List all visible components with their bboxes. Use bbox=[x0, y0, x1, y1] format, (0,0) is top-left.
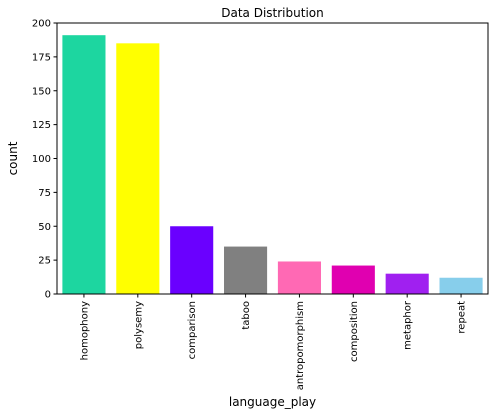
x-tick-label: metaphor bbox=[403, 300, 414, 350]
y-tick-label: 150 bbox=[32, 86, 51, 97]
x-tick-label: composition bbox=[349, 301, 360, 362]
chart-title: Data Distribution bbox=[221, 6, 323, 20]
y-axis-label: count bbox=[6, 141, 20, 175]
x-axis-ticks: homophony polysemy comparison taboo antropom… bbox=[79, 294, 468, 390]
x-tick-label: polysemy bbox=[133, 301, 144, 349]
x-tick-label: antropomorphism bbox=[295, 301, 306, 390]
y-tick-label: 100 bbox=[32, 154, 51, 165]
y-tick-label: 200 bbox=[32, 19, 51, 30]
y-tick-label: 125 bbox=[32, 120, 51, 131]
y-tick-label: 50 bbox=[38, 222, 51, 233]
y-tick-label: 75 bbox=[38, 188, 51, 199]
x-tick-label: comparison bbox=[187, 301, 198, 359]
bar-antropomorphism bbox=[277, 261, 321, 294]
bars-group bbox=[62, 35, 483, 294]
y-axis-ticks: 0 25 50 75 100 125 150 175 200 bbox=[32, 19, 57, 301]
x-axis-label: language_play bbox=[229, 395, 316, 409]
bar-taboo bbox=[224, 246, 268, 294]
bar-repeat bbox=[439, 277, 483, 294]
bar-polysemy bbox=[116, 43, 160, 294]
x-tick-label: repeat bbox=[457, 301, 468, 334]
bar-homophony bbox=[62, 35, 106, 294]
x-tick-label: homophony bbox=[79, 301, 90, 360]
plot-frame bbox=[56, 22, 489, 295]
y-tick-label: 0 bbox=[45, 290, 51, 301]
bar-composition bbox=[331, 265, 375, 294]
y-tick-label: 175 bbox=[32, 52, 51, 63]
bar-metaphor bbox=[385, 273, 429, 294]
y-tick-label: 25 bbox=[38, 256, 51, 267]
x-tick-label: taboo bbox=[241, 301, 252, 330]
bar-comparison bbox=[170, 226, 214, 294]
